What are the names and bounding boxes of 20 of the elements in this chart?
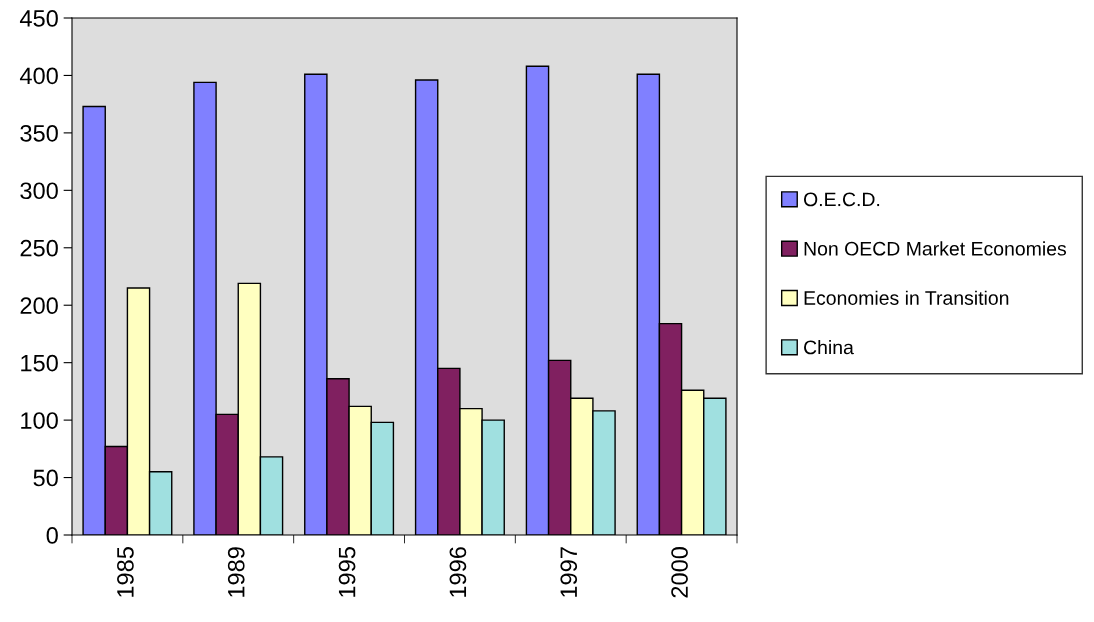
y-tick-label: 400 — [19, 67, 58, 85]
y-tick-label: 450 — [19, 10, 58, 27]
x-tick-label: 2000 — [671, 547, 688, 598]
y-tick-label: 350 — [20, 124, 58, 142]
y-tick-label: 100 — [21, 412, 58, 429]
y-tick-label: 200 — [20, 297, 58, 315]
y-tick-label: 150 — [21, 354, 58, 372]
y-tick-label: 50 — [33, 469, 58, 487]
x-tick-label: 1989 — [227, 547, 245, 597]
y-tick-label: 0 — [46, 527, 58, 544]
x-tick-label: 1995 — [338, 547, 356, 597]
legend-label: Economies in Transition — [804, 290, 1009, 305]
x-tick-label: 1997 — [560, 547, 578, 597]
y-tick-label: 300 — [20, 182, 58, 200]
legend-label: O.E.C.D. — [803, 192, 880, 207]
legend-label: China — [804, 340, 854, 355]
x-tick-label: 1985 — [117, 547, 134, 597]
x-tick-label: 1996 — [449, 547, 467, 597]
y-tick-label: 250 — [20, 239, 58, 257]
legend-label: Non OECD Market Economies — [804, 241, 1067, 256]
